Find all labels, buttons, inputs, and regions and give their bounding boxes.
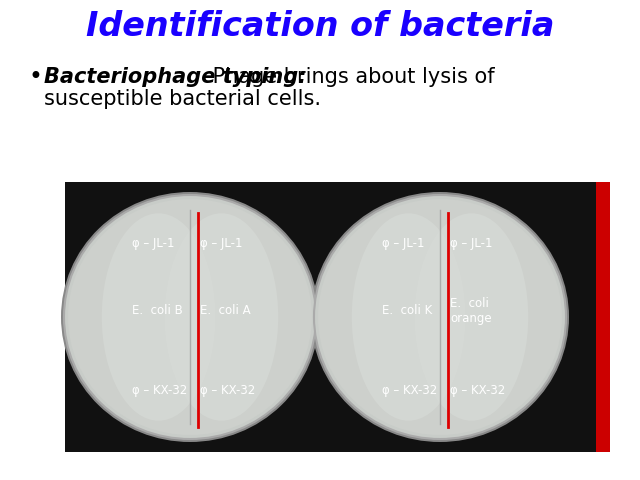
Text: E.  coli A: E. coli A — [200, 304, 251, 317]
Ellipse shape — [165, 213, 278, 420]
Text: Phage brings about lysis of: Phage brings about lysis of — [206, 67, 495, 87]
Ellipse shape — [102, 213, 215, 420]
Bar — [596, 182, 610, 452]
Text: φ – KX-32: φ – KX-32 — [450, 384, 506, 396]
Text: susceptible bacterial cells.: susceptible bacterial cells. — [44, 89, 321, 109]
Text: E.  coli B: E. coli B — [132, 304, 183, 317]
Text: E.  coli
orange: E. coli orange — [450, 297, 492, 325]
Text: φ – JL-1: φ – JL-1 — [450, 237, 493, 250]
Bar — [65, 182, 610, 452]
Ellipse shape — [68, 199, 312, 435]
Text: φ – JL-1: φ – JL-1 — [200, 237, 243, 250]
Ellipse shape — [352, 213, 465, 420]
Text: E.  coli K: E. coli K — [382, 304, 432, 317]
Ellipse shape — [61, 192, 319, 442]
Text: φ – JL-1: φ – JL-1 — [132, 237, 175, 250]
Ellipse shape — [415, 213, 528, 420]
Text: Bacteriophage typing:: Bacteriophage typing: — [44, 67, 307, 87]
Text: φ – KX-32: φ – KX-32 — [200, 384, 255, 396]
Text: φ – KX-32: φ – KX-32 — [132, 384, 188, 396]
Text: •: • — [28, 65, 42, 89]
Text: φ – KX-32: φ – KX-32 — [382, 384, 437, 396]
Ellipse shape — [311, 192, 569, 442]
Ellipse shape — [314, 195, 566, 439]
Text: Identification of bacteria: Identification of bacteria — [86, 11, 554, 44]
Ellipse shape — [318, 199, 562, 435]
Ellipse shape — [64, 195, 316, 439]
Text: φ – JL-1: φ – JL-1 — [382, 237, 424, 250]
